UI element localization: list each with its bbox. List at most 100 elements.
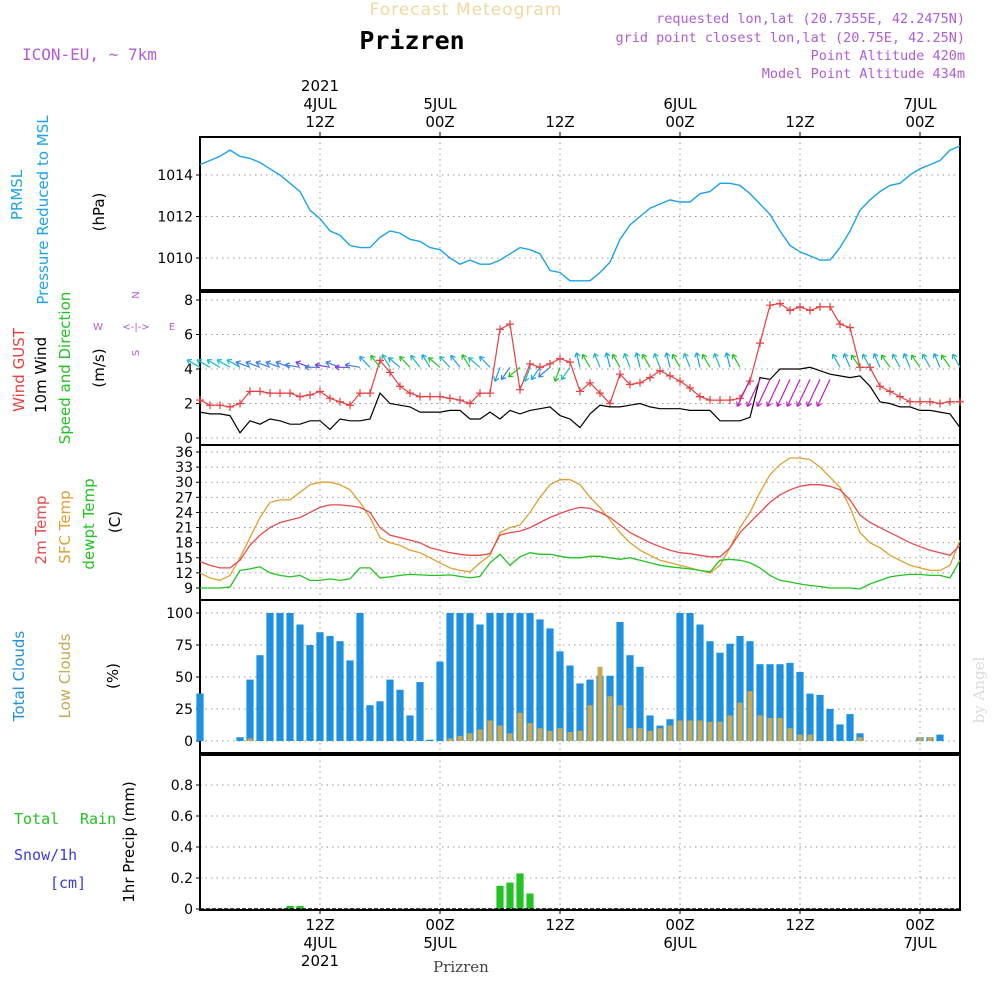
total-clouds-bar xyxy=(786,662,794,741)
wind-direction-arrow xyxy=(450,354,461,368)
pressure-unit: (hPa) xyxy=(90,193,108,232)
wind-direction-arrow xyxy=(891,353,901,368)
y-tick-label: 0 xyxy=(184,734,193,750)
wind-gust-marker xyxy=(606,399,614,408)
total-clouds-bar xyxy=(676,613,684,741)
precip-rain-label: Rain xyxy=(80,810,116,828)
precip-snow-label: Snow/1h xyxy=(14,846,77,864)
total-clouds-bar xyxy=(716,652,724,741)
low-clouds-bar xyxy=(627,728,633,741)
y-tick-label: 25 xyxy=(175,702,193,718)
total-clouds-bar xyxy=(236,737,244,741)
low-clouds-bar xyxy=(487,720,493,741)
wind-gust-marker xyxy=(416,392,424,401)
wind-gust-marker xyxy=(906,397,914,406)
low-clouds-bar xyxy=(917,737,923,741)
wind-gust-marker xyxy=(546,359,554,368)
time-tick-label: 6JUL xyxy=(663,95,697,113)
wind-direction-arrow xyxy=(370,354,381,368)
total-clouds-bar xyxy=(486,613,494,741)
low-clouds-bar xyxy=(727,715,733,741)
wind-direction-arrow xyxy=(410,354,421,368)
wind-direction-arrow xyxy=(344,362,361,369)
wind-direction-arrow xyxy=(701,353,711,368)
time-tick-label: 12Z xyxy=(305,916,334,934)
total-clouds-bar xyxy=(446,613,454,741)
time-tick-label: 12Z xyxy=(305,113,334,131)
wind-direction-arrow xyxy=(736,379,751,408)
wind-direction-arrow xyxy=(806,379,821,408)
total-clouds-bar xyxy=(836,724,844,741)
wind-gust-marker xyxy=(946,397,954,406)
low-clouds-bar xyxy=(757,715,763,741)
wind-gust-marker xyxy=(376,356,384,365)
wind-direction-arrow xyxy=(902,353,911,368)
low-clouds-bar xyxy=(457,735,463,741)
compass-e: E xyxy=(169,322,175,333)
wind-direction-arrow xyxy=(359,355,371,368)
total-clouds-bar xyxy=(406,715,414,741)
total-clouds-bar xyxy=(526,613,534,741)
time-tick-label: 4JUL xyxy=(303,95,337,113)
wind-gust-marker xyxy=(916,397,924,406)
wind-gust-marker xyxy=(236,399,244,408)
total-clouds-bar xyxy=(376,701,384,741)
wind-direction-arrow xyxy=(872,353,881,368)
wind-gust-marker xyxy=(706,396,714,405)
wind-direction-arrow xyxy=(284,362,301,369)
location-title: Prizren xyxy=(359,26,464,55)
wind-direction-arrow xyxy=(694,352,701,368)
total-clouds-bar xyxy=(386,679,394,741)
wind-gust-marker xyxy=(196,396,204,405)
total-clouds-bar xyxy=(616,622,624,741)
total-clouds-bar xyxy=(306,645,314,741)
wind-direction-arrow xyxy=(196,359,211,368)
wind-gust-marker xyxy=(726,396,734,405)
wind-gust-marker xyxy=(806,306,814,315)
compass-w: W xyxy=(93,322,103,333)
y-tick-label: 1010 xyxy=(157,251,193,267)
time-tick-label: 7JUL xyxy=(903,95,937,113)
wind-direction-arrow xyxy=(921,353,931,368)
y-tick-label: 0.8 xyxy=(171,778,193,794)
low-clouds-bar xyxy=(687,720,693,741)
total-clouds-bar xyxy=(736,636,744,741)
y-tick-label: 12 xyxy=(175,566,193,582)
total-clouds-bar xyxy=(436,661,444,741)
temp-dewpt-label: dewpt Temp xyxy=(80,478,98,569)
panel-frame xyxy=(199,599,961,754)
rain-bar xyxy=(296,905,304,909)
wind-direction-arrow xyxy=(880,354,891,368)
wind-gust-marker xyxy=(516,385,524,394)
y-tick-label: 100 xyxy=(166,606,193,622)
wind-direction-arrow xyxy=(537,366,551,378)
wind-direction-arrow xyxy=(796,379,811,408)
total-clouds-bar xyxy=(496,613,504,741)
low-clouds-bar xyxy=(807,734,813,741)
wind-direction-arrow xyxy=(186,359,201,368)
total-clouds-bar xyxy=(626,655,634,741)
wind-gust-marker xyxy=(796,302,804,311)
low-clouds-bar xyxy=(597,666,603,741)
wind-direction-arrow xyxy=(245,360,261,368)
wind-gust-marker xyxy=(526,359,534,368)
wind-direction-arrow xyxy=(574,352,581,368)
time-tick-label: 7JUL xyxy=(903,934,937,952)
low-clouds-bar xyxy=(737,702,743,741)
wind-direction-arrow xyxy=(500,366,511,381)
low-clouds-bar xyxy=(567,732,573,741)
panel-frame xyxy=(199,754,961,911)
y-tick-label: 1014 xyxy=(157,168,193,184)
total-clouds-bar xyxy=(466,613,474,741)
total-clouds-bar xyxy=(476,624,484,741)
wind-gust-marker xyxy=(826,302,834,311)
y-tick-label: 0 xyxy=(184,902,193,918)
wind-gust-marker xyxy=(216,401,224,410)
wind-direction-arrow xyxy=(746,379,761,408)
wind-gust-marker xyxy=(626,380,634,389)
total-clouds-bar xyxy=(706,641,714,741)
wind-gust-marker xyxy=(756,339,764,348)
wind-direction-arrow xyxy=(493,367,501,382)
wind-gust-marker xyxy=(286,389,294,398)
